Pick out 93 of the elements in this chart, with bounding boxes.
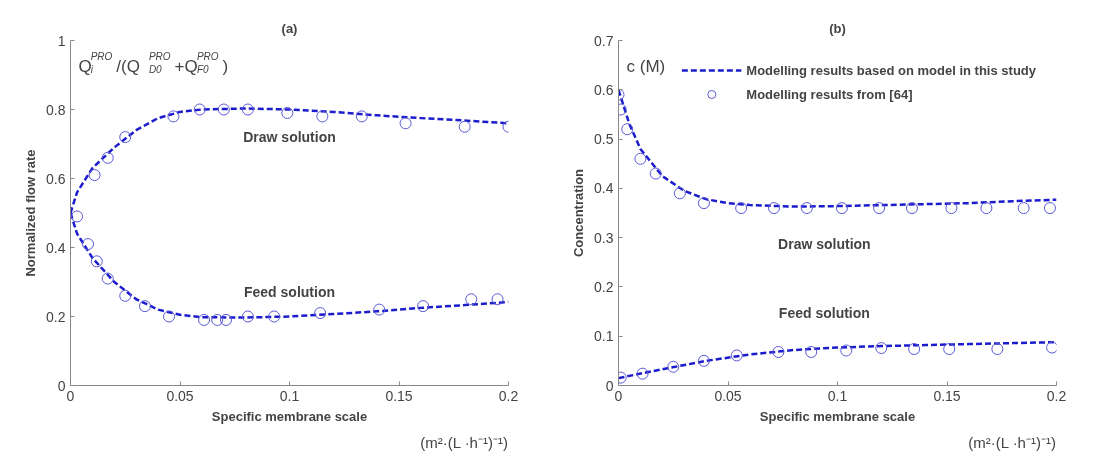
- point: [316, 110, 329, 123]
- chart-title: (a): [281, 20, 298, 36]
- y-tick-label: 0.1: [594, 328, 614, 345]
- point: [875, 342, 888, 355]
- point: [193, 103, 206, 116]
- point: [241, 103, 254, 116]
- point: [636, 367, 649, 380]
- point: [1017, 202, 1030, 215]
- point: [90, 255, 103, 268]
- point: [119, 289, 132, 302]
- annotation: Draw solution: [243, 129, 336, 146]
- point: [667, 360, 680, 373]
- point: [399, 117, 412, 130]
- y-tick-label: 0.6: [46, 170, 66, 187]
- point: [241, 310, 254, 323]
- point: [772, 346, 785, 358]
- point: [673, 187, 686, 200]
- point: [1046, 341, 1057, 354]
- x-tick-label: 0.15: [933, 387, 961, 404]
- x-axis-title: Specific membrane scale: [759, 408, 916, 424]
- annotation: Draw solution: [778, 236, 871, 253]
- y-tick-label: 0.2: [594, 278, 614, 295]
- y-tick-label: 0.6: [594, 81, 614, 98]
- point: [730, 349, 743, 362]
- point: [163, 310, 176, 323]
- point: [373, 303, 386, 316]
- text: (m²·(L ·h⁻¹)⁻¹): [968, 433, 1056, 451]
- point: [138, 300, 151, 313]
- point: [1043, 202, 1056, 215]
- point: [800, 202, 813, 215]
- annotation: Feed solution: [778, 305, 870, 322]
- y-tick-label: 0.5: [594, 131, 614, 148]
- point: [980, 202, 993, 215]
- point: [634, 152, 647, 165]
- point: [355, 110, 368, 123]
- point: [82, 238, 95, 251]
- point: [840, 344, 853, 357]
- y-tick-label: 1: [57, 32, 66, 49]
- y-axis-title: Normalized flow rate: [23, 149, 39, 277]
- legend-label: Modelling results based on model in this study: [746, 62, 1036, 78]
- point: [198, 313, 211, 326]
- y-tick-label: 0.4: [46, 239, 66, 256]
- x-tick-label: 0.1: [827, 387, 848, 404]
- point: [119, 131, 132, 144]
- point: [943, 343, 956, 356]
- y-tick-label: 0.2: [46, 308, 66, 325]
- point: [211, 313, 224, 326]
- point: [101, 272, 114, 285]
- y-tick-label: 0.8: [46, 101, 66, 118]
- point: [767, 202, 780, 215]
- point: [735, 202, 748, 215]
- chart-title: (b): [829, 20, 846, 36]
- x-tick-label: 0.2: [1046, 387, 1067, 404]
- point: [219, 313, 232, 326]
- x-tick-label: 0.05: [714, 387, 742, 404]
- point: [649, 167, 662, 180]
- y-axis-title: Concentration: [571, 168, 587, 258]
- y-tick-label: 0.3: [594, 229, 614, 246]
- x-tick-label: 0.05: [166, 387, 194, 404]
- point: [268, 310, 281, 323]
- point: [621, 123, 634, 136]
- point: [835, 202, 848, 215]
- point: [805, 346, 818, 358]
- line-series: [618, 340, 1057, 380]
- point: [908, 343, 921, 356]
- x-axis-title: Specific membrane scale: [211, 408, 368, 424]
- point: [281, 106, 294, 119]
- point: [697, 354, 710, 367]
- point: [945, 202, 958, 215]
- point: [71, 210, 84, 223]
- point: [167, 110, 180, 123]
- line-series: [618, 88, 1057, 208]
- annotation: c (M): [626, 56, 666, 76]
- point: [491, 293, 504, 306]
- point: [314, 307, 327, 320]
- y-tick-label: 0.4: [594, 180, 614, 197]
- point: [458, 120, 471, 133]
- x-tick-label: 0.1: [279, 387, 300, 404]
- annotation: Feed solution: [244, 284, 335, 301]
- text: (m²·(L ·h⁻¹)⁻¹): [420, 433, 508, 451]
- point: [991, 343, 1004, 356]
- x-tick-label: 0.15: [385, 387, 413, 404]
- point: [101, 151, 114, 164]
- point: [417, 300, 430, 313]
- point: [465, 293, 478, 306]
- y-tick-label: 0.7: [594, 32, 614, 49]
- x-tick-label: 0.2: [498, 387, 519, 404]
- point: [217, 103, 230, 116]
- point: [873, 202, 886, 215]
- point: [88, 169, 101, 182]
- point: [905, 202, 918, 215]
- point: [697, 197, 710, 210]
- legend-label: Modelling results from [64]: [746, 86, 913, 102]
